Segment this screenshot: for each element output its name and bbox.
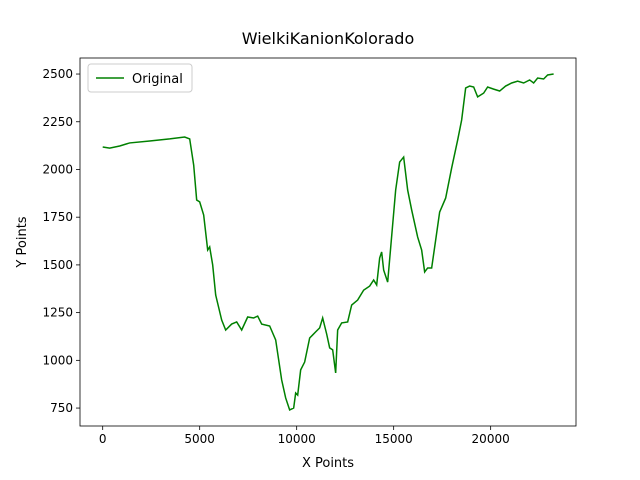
x-tick-label: 15000 [375, 432, 413, 446]
y-tick-label: 1250 [42, 306, 73, 320]
x-tick-label: 20000 [472, 432, 510, 446]
y-tick-label: 2000 [42, 162, 73, 176]
y-tick-label: 2500 [42, 67, 73, 81]
line-series [102, 73, 554, 412]
y-tick-label: 1500 [42, 258, 73, 272]
y-tick-label: 2250 [42, 115, 73, 129]
x-tick-label: 5000 [184, 432, 215, 446]
y-tick-label: 1000 [42, 353, 73, 367]
x-tick-label: 10000 [278, 432, 316, 446]
x-tick-label: 0 [99, 432, 107, 446]
x-axis-label: X Points [302, 456, 354, 471]
legend-label: Original [132, 72, 183, 87]
y-axis-label: Y Points [15, 216, 30, 268]
plot-frame [79, 57, 577, 427]
chart-title: WielkiKanionKolorado [242, 29, 415, 48]
y-tick-label: 1750 [42, 210, 73, 224]
legend-box [87, 63, 193, 93]
y-tick-label: 750 [50, 401, 73, 415]
